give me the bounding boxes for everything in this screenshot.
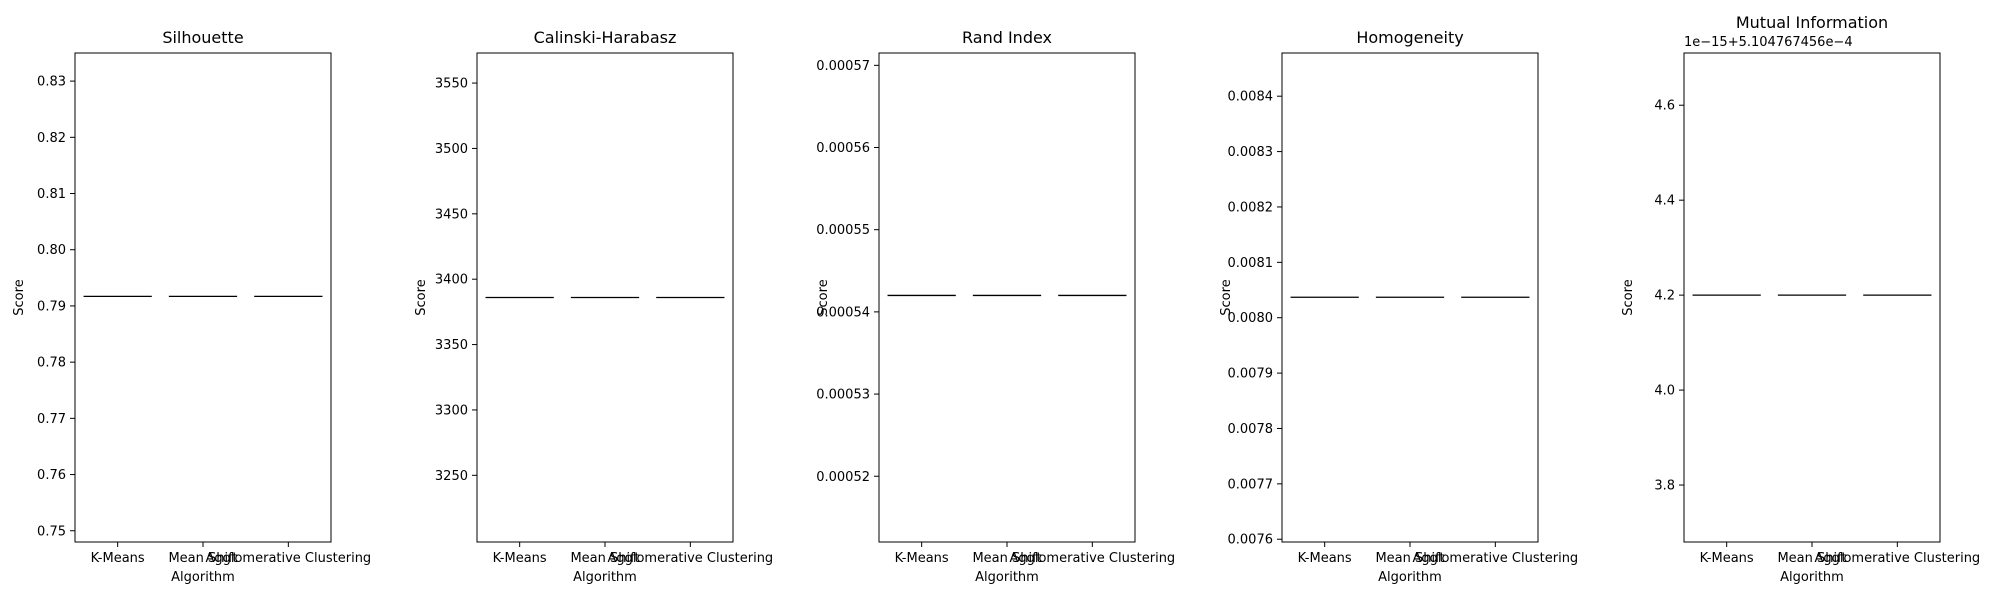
y-tick-label: 0.81: [37, 187, 66, 202]
y-axis-label: Score: [1219, 279, 1234, 315]
axes-frame: [878, 52, 1136, 543]
x-tick-label: Mean Shift: [1375, 551, 1444, 566]
y-tick-label: 0.0079: [1228, 367, 1274, 382]
x-tick-label: K-Means: [895, 551, 949, 566]
subplot-3: 0.00052 0.00053 0.00054 0.00055 0.00056 0.000…: [816, 28, 1175, 585]
y-tick-label: 3300: [435, 403, 468, 418]
x-tick-label: Agglomerative Clustering: [1814, 551, 1980, 566]
y-tick-label: 0.00057: [816, 59, 870, 74]
subplot-4: 0.0076 0.0077 0.0078 0.0079 0.0080 0.0081 0.00…: [1219, 28, 1578, 585]
x-tick-label: K-Means: [1298, 551, 1352, 566]
subplot-title: Calinski-Harabasz: [534, 28, 677, 47]
subplot-2: 3250 3300 3350 3400 3450 3500 3550 K-Means Mean …: [414, 28, 773, 585]
y-tick-label: 0.00056: [816, 141, 870, 156]
y-tick-label: 0.75: [37, 524, 66, 539]
x-axis-label: Algorithm: [1378, 570, 1442, 585]
x-tick-label: K-Means: [1700, 551, 1754, 566]
y-tick-label: 0.0081: [1228, 256, 1274, 271]
y-tick-label: 0.0083: [1228, 145, 1274, 160]
y-tick-label: 0.80: [37, 243, 66, 258]
subplot-1: 0.75 0.76 0.77 0.78 0.79 0.80 0.81 0.82 0.83 K-Me…: [12, 28, 371, 585]
y-tick-label: 3500: [435, 142, 468, 157]
x-tick-label: K-Means: [493, 551, 547, 566]
x-axis-label: Algorithm: [1780, 570, 1844, 585]
y-tick-label: 3.8: [1654, 479, 1675, 494]
y-tick-label: 0.77: [37, 412, 66, 427]
y-tick-label: 0.83: [37, 75, 66, 90]
y-tick-label: 0.00053: [816, 388, 870, 403]
subplot-title: Rand Index: [962, 28, 1052, 47]
subplot-title: Silhouette: [162, 28, 243, 47]
x-tick-label: Agglomerative Clustering: [1412, 551, 1578, 566]
y-tick-label: 0.00055: [816, 223, 870, 238]
y-axis-label: Score: [1621, 279, 1636, 315]
y-tick-label: 3350: [435, 338, 468, 353]
x-tick-label: Mean Shift: [570, 551, 639, 566]
x-tick-label: Agglomerative Clustering: [607, 551, 773, 566]
y-tick-label: 0.82: [37, 131, 66, 146]
x-axis-label: Algorithm: [573, 570, 637, 585]
y-tick-label: 0.0080: [1228, 311, 1274, 326]
x-tick-label: Agglomerative Clustering: [205, 551, 371, 566]
x-tick-label: Mean Shift: [168, 551, 237, 566]
y-tick-label: 0.0084: [1228, 90, 1274, 105]
y-tick-label: 0.76: [37, 468, 66, 483]
y-tick-label: 0.78: [37, 356, 66, 371]
x-tick-label: Agglomerative Clustering: [1009, 551, 1175, 566]
x-axis-label: Algorithm: [171, 570, 235, 585]
y-tick-label: 0.0082: [1228, 200, 1274, 215]
subplot-title: Mutual Information: [1736, 13, 1888, 32]
y-axis-label: Score: [12, 279, 27, 315]
subplot-title: Homogeneity: [1356, 28, 1463, 47]
axes-frame: [74, 52, 332, 543]
y-tick-label: 0.79: [37, 299, 66, 314]
axes-frame: [1683, 52, 1941, 543]
x-axis-label: Algorithm: [975, 570, 1039, 585]
y-tick-label: 4.2: [1654, 289, 1675, 304]
x-tick-label: Mean Shift: [1777, 551, 1846, 566]
subplot-5: 3.8 4.0 4.2 4.4 4.6 K-Means Mean ShiftAgglomer…: [1621, 13, 1980, 585]
y-tick-label: 3450: [435, 207, 468, 222]
y-tick-label: 4.6: [1654, 99, 1675, 114]
y-tick-label: 3550: [435, 77, 468, 92]
y-tick-label: 0.0078: [1228, 422, 1274, 437]
y-tick-label: 0.00052: [816, 470, 870, 485]
x-tick-label: Mean Shift: [972, 551, 1041, 566]
y-axis-label: Score: [414, 279, 429, 315]
y-axis-label: Score: [816, 279, 831, 315]
y-tick-label: 0.00054: [816, 305, 870, 320]
x-tick-label: K-Means: [91, 551, 145, 566]
y-tick-label: 3250: [435, 469, 468, 484]
y-tick-label: 0.0076: [1228, 533, 1274, 548]
y-offset-text: 1e−15+5.104767456e−4: [1684, 35, 1853, 50]
y-tick-label: 4.0: [1654, 384, 1675, 399]
y-tick-label: 3400: [435, 273, 468, 288]
y-tick-label: 0.0077: [1228, 477, 1274, 492]
y-tick-label: 4.4: [1654, 194, 1675, 209]
